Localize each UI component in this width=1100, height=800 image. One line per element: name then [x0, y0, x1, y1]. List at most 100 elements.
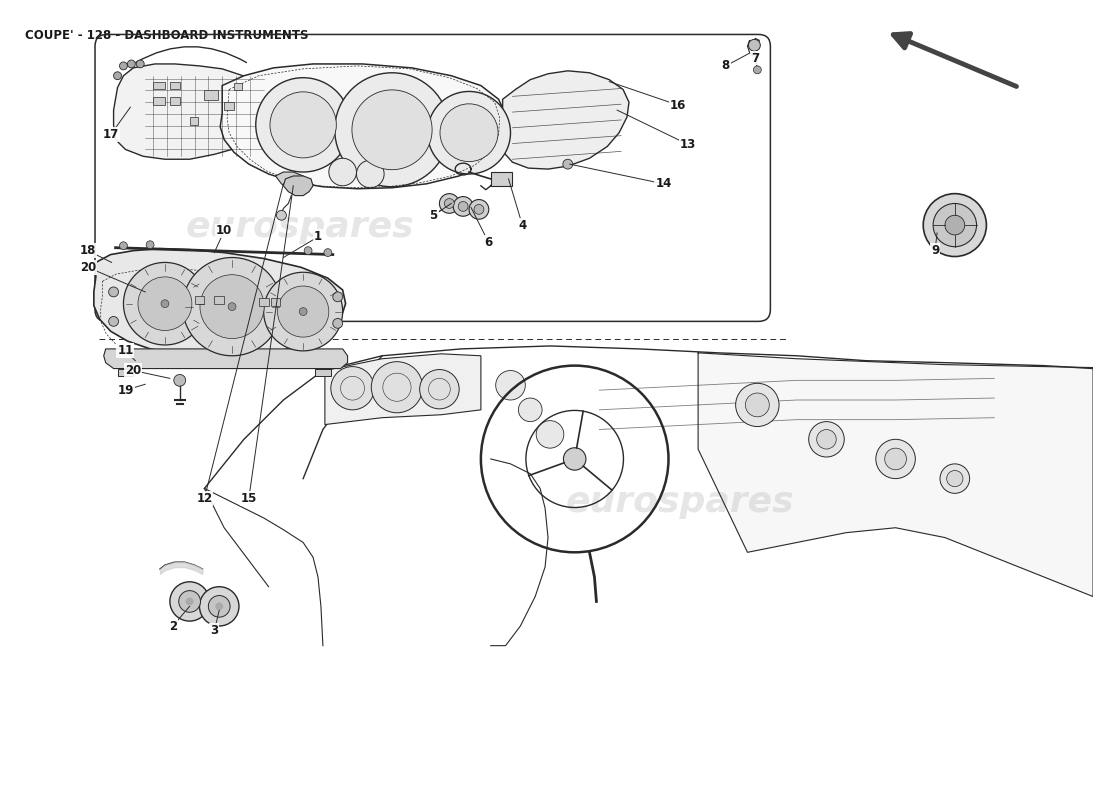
Circle shape	[299, 308, 307, 315]
Bar	[214, 296, 224, 304]
Circle shape	[270, 92, 337, 158]
Polygon shape	[220, 64, 506, 189]
Circle shape	[113, 72, 121, 80]
Circle shape	[109, 317, 119, 326]
Circle shape	[444, 198, 454, 208]
Circle shape	[469, 199, 488, 219]
Circle shape	[136, 60, 144, 68]
Circle shape	[884, 448, 906, 470]
Circle shape	[304, 246, 312, 254]
Bar	[153, 82, 165, 90]
Circle shape	[372, 362, 422, 413]
Text: 7: 7	[751, 51, 759, 65]
Bar	[271, 298, 281, 306]
Bar	[491, 172, 513, 186]
Circle shape	[228, 302, 236, 310]
Text: 14: 14	[656, 178, 672, 190]
Circle shape	[200, 274, 264, 338]
Polygon shape	[324, 354, 481, 425]
Circle shape	[420, 370, 459, 409]
Circle shape	[947, 470, 962, 486]
Bar	[169, 82, 179, 90]
Circle shape	[496, 370, 526, 400]
Circle shape	[746, 393, 769, 417]
Circle shape	[186, 598, 194, 606]
Polygon shape	[94, 249, 345, 357]
Circle shape	[439, 194, 459, 214]
Bar	[234, 82, 242, 90]
Circle shape	[536, 421, 564, 448]
Circle shape	[256, 78, 351, 172]
Circle shape	[808, 422, 844, 457]
Text: 15: 15	[241, 492, 257, 505]
Circle shape	[331, 366, 374, 410]
Text: 17: 17	[102, 128, 119, 141]
Circle shape	[276, 210, 286, 220]
Circle shape	[208, 595, 230, 617]
Text: 20: 20	[80, 261, 96, 274]
Circle shape	[329, 158, 356, 186]
Circle shape	[264, 272, 343, 351]
Bar	[118, 369, 133, 377]
Circle shape	[128, 60, 135, 68]
Circle shape	[109, 287, 119, 297]
Text: 6: 6	[485, 236, 493, 250]
Text: 5: 5	[429, 209, 438, 222]
Circle shape	[169, 582, 209, 621]
Bar	[169, 98, 179, 106]
Circle shape	[323, 249, 332, 257]
Bar	[205, 90, 218, 100]
Polygon shape	[103, 349, 348, 369]
Circle shape	[138, 277, 191, 330]
Circle shape	[816, 430, 836, 449]
Circle shape	[146, 241, 154, 249]
Circle shape	[923, 194, 987, 257]
Circle shape	[748, 39, 760, 51]
Circle shape	[428, 91, 510, 174]
Circle shape	[123, 262, 207, 345]
Circle shape	[174, 374, 186, 386]
Bar	[153, 98, 165, 106]
Circle shape	[333, 292, 343, 302]
Polygon shape	[284, 176, 314, 196]
Circle shape	[216, 602, 223, 610]
Text: 11: 11	[118, 344, 133, 358]
Circle shape	[518, 398, 542, 422]
Polygon shape	[275, 172, 305, 190]
Text: 3: 3	[210, 625, 219, 638]
Circle shape	[277, 286, 329, 337]
Circle shape	[453, 197, 473, 216]
Text: 20: 20	[125, 364, 142, 377]
Polygon shape	[499, 71, 629, 169]
Circle shape	[940, 464, 969, 494]
Text: eurospares: eurospares	[186, 210, 415, 244]
Text: 19: 19	[118, 384, 133, 397]
Circle shape	[199, 586, 239, 626]
Text: 1: 1	[314, 230, 322, 243]
Bar	[195, 296, 205, 304]
Circle shape	[120, 242, 128, 250]
Bar	[224, 102, 234, 110]
Circle shape	[178, 590, 200, 612]
Circle shape	[440, 104, 498, 162]
Circle shape	[352, 90, 432, 170]
Circle shape	[120, 62, 128, 70]
Circle shape	[754, 66, 761, 74]
Text: 16: 16	[670, 98, 686, 112]
Circle shape	[161, 300, 169, 308]
Text: 4: 4	[518, 218, 527, 231]
Circle shape	[459, 202, 468, 211]
Polygon shape	[698, 353, 1093, 597]
Text: 9: 9	[931, 244, 939, 257]
Circle shape	[933, 203, 977, 246]
Bar	[315, 369, 331, 377]
Text: 12: 12	[196, 492, 212, 505]
Text: 18: 18	[79, 244, 96, 257]
Circle shape	[736, 383, 779, 426]
Text: eurospares: eurospares	[566, 485, 794, 519]
Circle shape	[333, 318, 343, 328]
Circle shape	[334, 73, 449, 186]
Text: 2: 2	[168, 619, 177, 633]
Text: COUPE' - 128 - DASHBOARD INSTRUMENTS: COUPE' - 128 - DASHBOARD INSTRUMENTS	[24, 29, 308, 42]
Circle shape	[356, 160, 384, 188]
